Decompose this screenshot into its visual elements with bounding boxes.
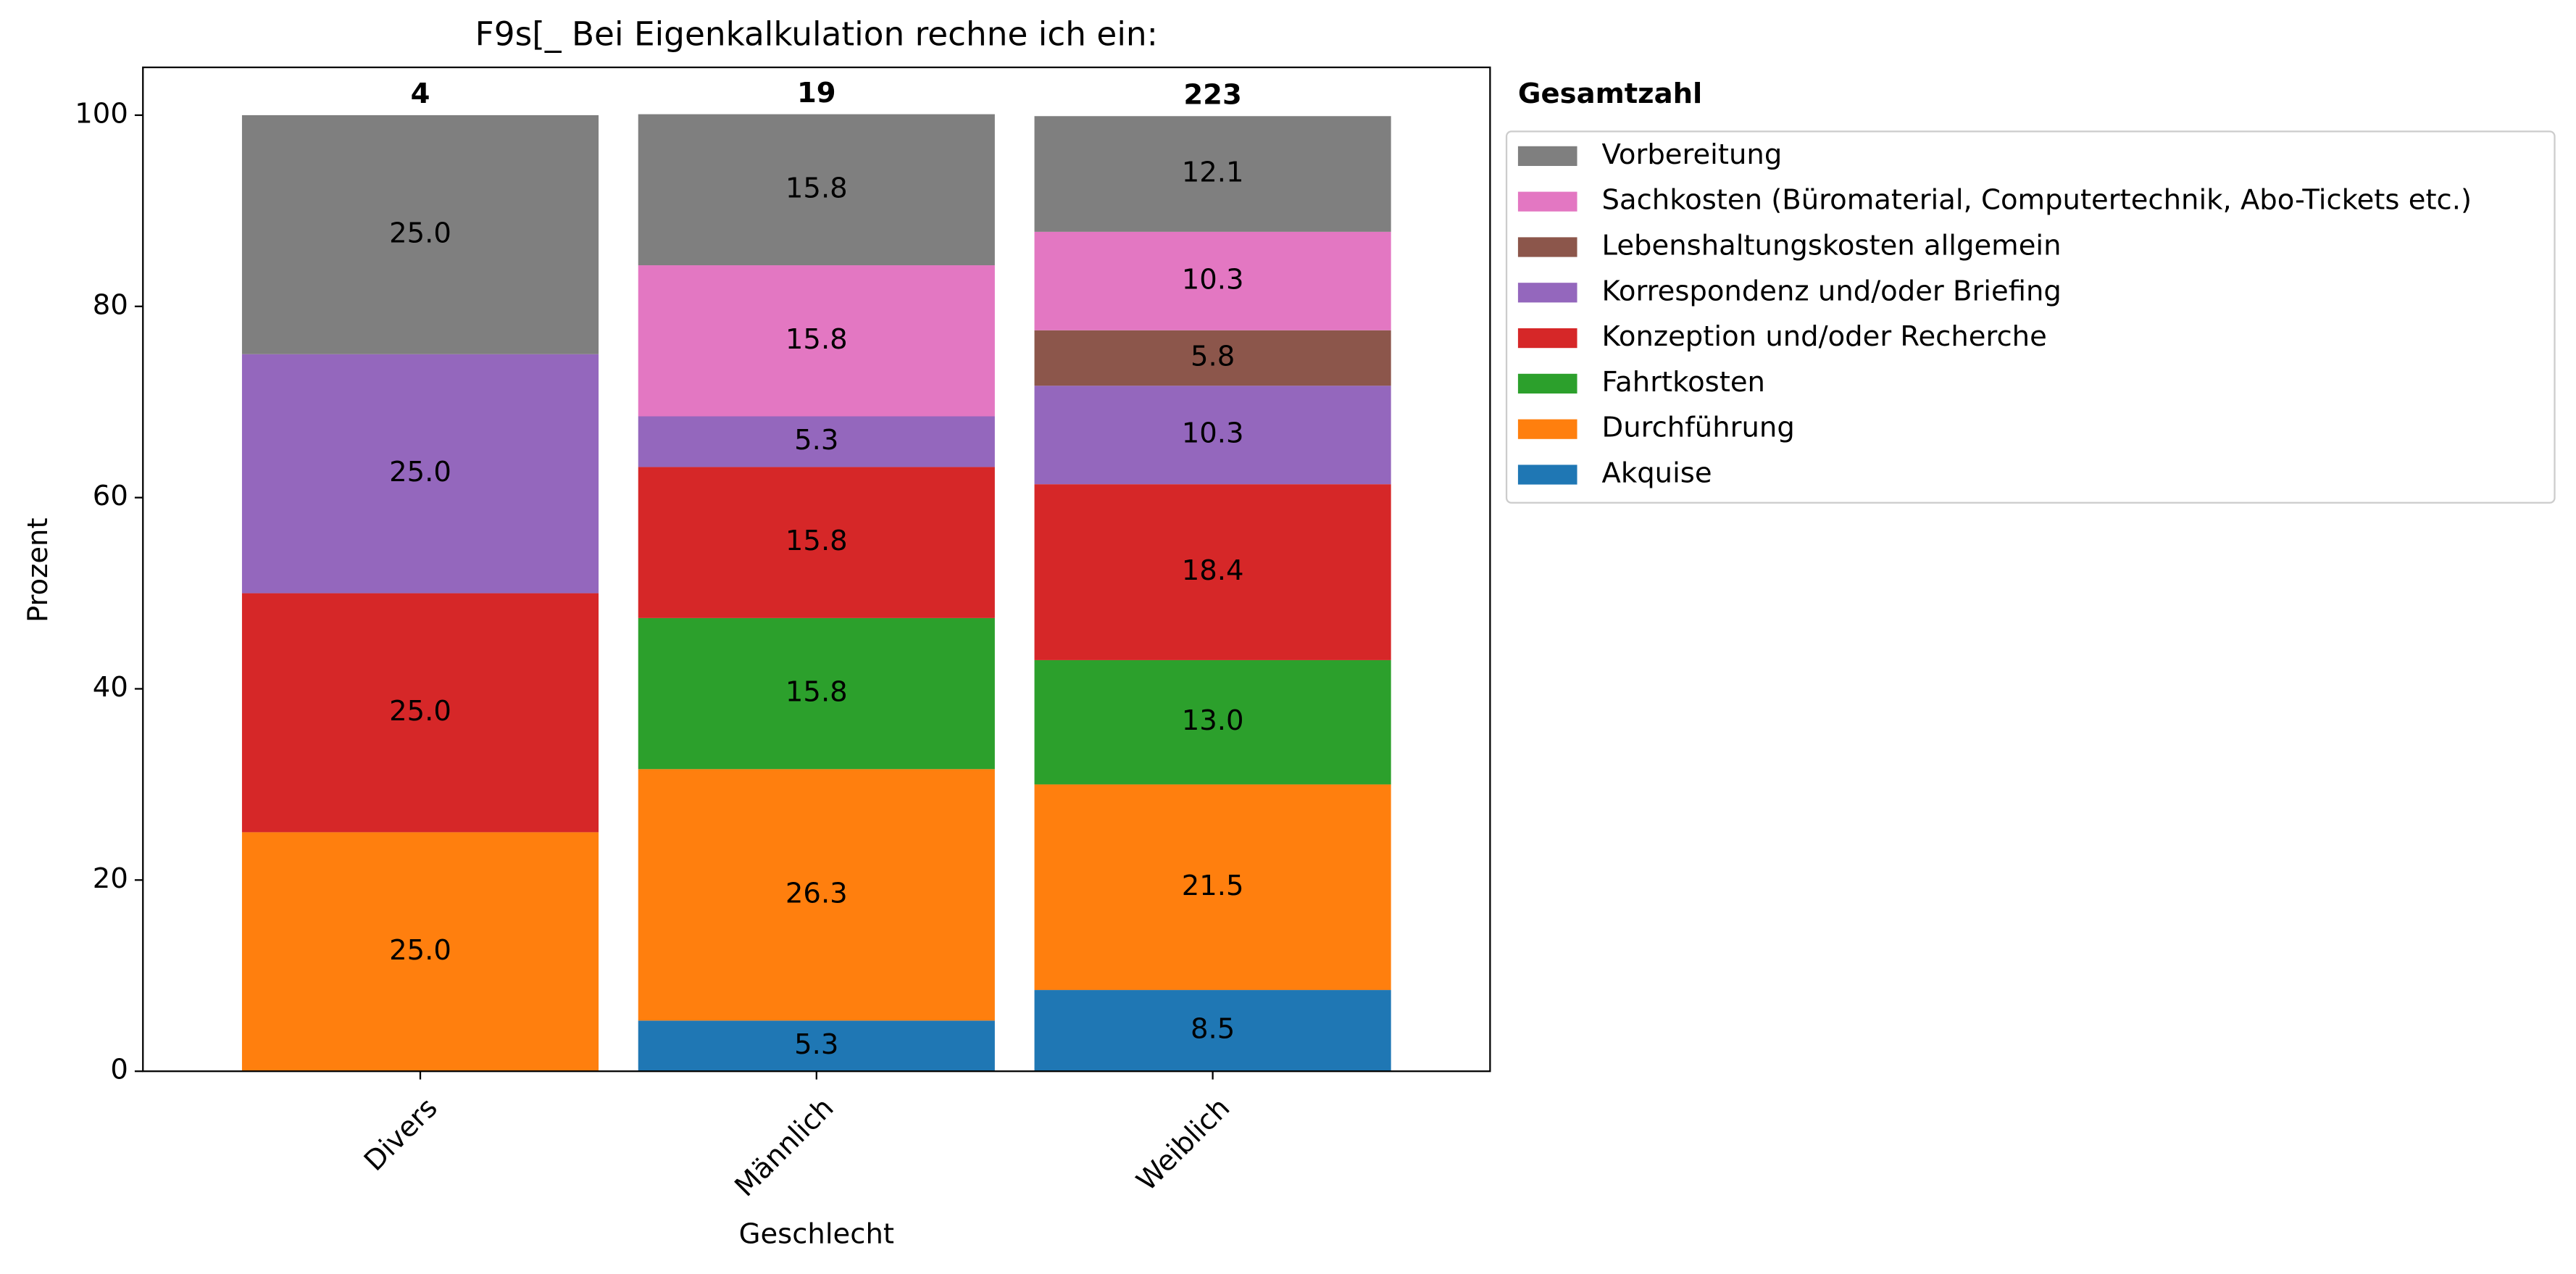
y-tick-label: 100 xyxy=(75,97,128,130)
y-tick-label: 20 xyxy=(93,862,128,895)
x-tick-label: Männlich xyxy=(728,1091,840,1203)
total-label: 223 xyxy=(1183,79,1241,112)
total-label: 19 xyxy=(797,77,836,109)
plot-frame xyxy=(142,66,1491,1073)
bar-segment xyxy=(1034,231,1391,330)
legend-box xyxy=(1505,130,2556,504)
value-label: 10.3 xyxy=(1182,263,1244,296)
value-label: 25.0 xyxy=(389,217,451,249)
y-tick-label: 40 xyxy=(93,671,128,704)
bar-segment xyxy=(638,467,995,618)
bar-segment xyxy=(638,617,995,770)
value-label: 25.0 xyxy=(389,934,451,967)
legend-swatch xyxy=(1517,191,1577,212)
total-label: 4 xyxy=(411,78,430,110)
legend-title: Gesamtzahl xyxy=(1518,78,1702,110)
value-label: 15.8 xyxy=(785,676,848,709)
legend-label: Korrespondenz und/oder Briefing xyxy=(1602,275,2062,307)
value-label: 21.5 xyxy=(1182,870,1244,902)
y-axis-label: Prozent xyxy=(22,517,54,623)
bar-segment xyxy=(241,593,599,833)
value-label: 26.3 xyxy=(785,877,848,909)
bar-segment xyxy=(241,115,599,354)
legend-swatch xyxy=(1517,465,1577,485)
value-label: 18.4 xyxy=(1182,554,1244,587)
legend-swatch xyxy=(1517,283,1577,303)
x-tick-label: Divers xyxy=(358,1091,444,1178)
legend-label: Sachkosten (Büromaterial, Computertechni… xyxy=(1602,184,2472,217)
legend-label: Konzeption und/oder Recherche xyxy=(1602,320,2047,353)
bar-segment xyxy=(638,114,995,266)
bar-segment xyxy=(241,354,599,594)
bar-segment xyxy=(1034,330,1391,386)
x-axis-label: Geschlecht xyxy=(739,1217,894,1250)
value-label: 25.0 xyxy=(389,456,451,488)
legend-label: Durchführung xyxy=(1602,412,1795,444)
value-label: 5.3 xyxy=(794,1028,838,1061)
legend-swatch xyxy=(1517,146,1577,166)
legend-label: Fahrtkosten xyxy=(1602,366,1765,399)
value-label: 15.8 xyxy=(785,172,848,204)
y-tick-label: 80 xyxy=(93,288,128,321)
legend-label: Lebenshaltungskosten allgemein xyxy=(1602,229,2062,262)
legend-swatch xyxy=(1517,237,1577,257)
x-tick-label: Weiblich xyxy=(1130,1091,1236,1197)
bar-segment xyxy=(638,265,995,417)
value-label: 5.8 xyxy=(1191,341,1235,373)
legend-label: Akquise xyxy=(1602,457,1712,489)
value-label: 8.5 xyxy=(1191,1013,1235,1046)
bar-segment xyxy=(1034,484,1391,660)
y-tick-label: 0 xyxy=(110,1054,128,1086)
value-label: 13.0 xyxy=(1182,704,1244,737)
legend-swatch xyxy=(1517,328,1577,349)
bar-segment xyxy=(241,832,599,1072)
legend-label: Vorbereitung xyxy=(1602,138,1783,171)
bar-segment xyxy=(638,416,995,467)
bar-segment xyxy=(1034,784,1391,991)
bar-segment xyxy=(1034,659,1391,785)
y-tick-label: 60 xyxy=(93,480,128,512)
value-label: 15.8 xyxy=(785,323,848,356)
chart-title: F9s[_ Bei Eigenkalkulation rechne ich ei… xyxy=(475,14,1158,53)
legend-swatch xyxy=(1517,419,1577,439)
bar-segment xyxy=(1034,990,1391,1072)
value-label: 25.0 xyxy=(389,695,451,728)
value-label: 15.8 xyxy=(785,525,848,557)
value-label: 10.3 xyxy=(1182,417,1244,450)
bar-segment xyxy=(1034,386,1391,485)
bar-segment xyxy=(638,1020,995,1072)
bar-segment xyxy=(638,769,995,1021)
value-label: 12.1 xyxy=(1182,157,1244,189)
legend-swatch xyxy=(1517,373,1577,394)
value-label: 5.3 xyxy=(794,424,838,457)
bar-segment xyxy=(1034,116,1391,232)
